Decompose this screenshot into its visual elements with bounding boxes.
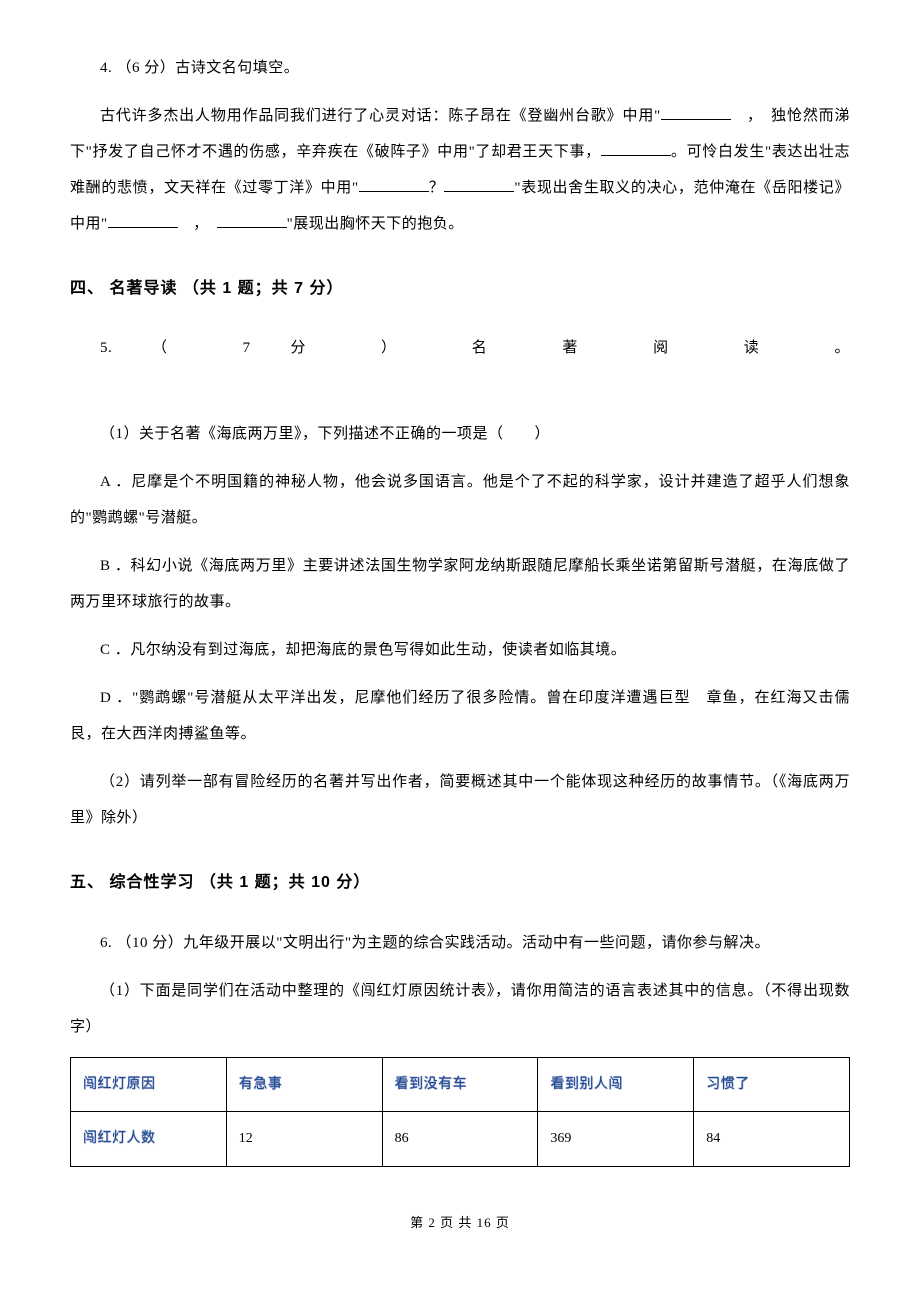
td-0: 闯红灯人数 [71,1112,227,1167]
q5-optD: D ．"鹦鹉螺"号潜艇从太平洋出发，尼摩他们经历了很多险情。曾在印度洋遭遇巨型 … [70,680,850,752]
q4-mid5: ， [178,216,217,232]
blank [661,104,731,121]
q5-optA: A ．尼摩是个不明国籍的神秘人物，他会说多国语言。他是个了不起的科学家，设计并建… [70,464,850,536]
table-row: 闯红灯人数 12 86 369 84 [71,1112,850,1167]
th-2: 看到没有车 [382,1057,538,1112]
q6-sub1: （1）下面是同学们在活动中整理的《闯红灯原因统计表》，请你用简洁的语言表述其中的… [70,973,850,1045]
td-2: 86 [382,1112,538,1167]
blank [108,212,178,229]
q5-optB: B ．科幻小说《海底两万里》主要讲述法国生物学家阿龙纳斯跟随尼摩船长乘坐诺第留斯… [70,548,850,620]
blank [217,212,287,229]
th-0: 闯红灯原因 [71,1057,227,1112]
q5-label: 5. （ 7 分 ） 名 著 阅 读 。 [70,330,850,366]
td-3: 369 [538,1112,694,1167]
td-4: 84 [694,1112,850,1167]
td-1: 12 [226,1112,382,1167]
th-3: 看到别人闯 [538,1057,694,1112]
q5-sub1: （1）关于名著《海底两万里》，下列描述不正确的一项是（ ） [70,416,850,452]
q5-optC: C ．凡尔纳没有到过海底，却把海底的景色写得如此生动，使读者如临其境。 [70,632,850,668]
q6-label: 6. （10 分）九年级开展以"文明出行"为主题的综合实践活动。活动中有一些问题… [70,925,850,961]
th-4: 习惯了 [694,1057,850,1112]
blank [444,176,514,193]
page-footer: 第 2 页 共 16 页 [70,1207,850,1238]
blank [601,140,671,157]
stats-table: 闯红灯原因 有急事 看到没有车 看到别人闯 习惯了 闯红灯人数 12 86 36… [70,1057,850,1167]
section4-title: 四、 名著导读 （共 1 题；共 7 分） [70,270,850,308]
q4-body-pre: 古代许多杰出人物用作品同我们进行了心灵对话：陈子昂在《登幽州台歌》中用" [100,108,661,124]
q5-sub2: （2）请列举一部有冒险经历的名著并写出作者，简要概述其中一个能体现这种经历的故事… [70,764,850,836]
q4-mid3: ？ [429,180,445,196]
q4-label: 4. （6 分）古诗文名句填空。 [70,50,850,86]
table-header-row: 闯红灯原因 有急事 看到没有车 看到别人闯 习惯了 [71,1057,850,1112]
q4-end: "展现出胸怀天下的抱负。 [287,216,464,232]
blank [359,176,429,193]
section5-title: 五、 综合性学习 （共 1 题；共 10 分） [70,864,850,902]
q4-body: 古代许多杰出人物用作品同我们进行了心灵对话：陈子昂在《登幽州台歌》中用" ， 独… [70,98,850,242]
th-1: 有急事 [226,1057,382,1112]
